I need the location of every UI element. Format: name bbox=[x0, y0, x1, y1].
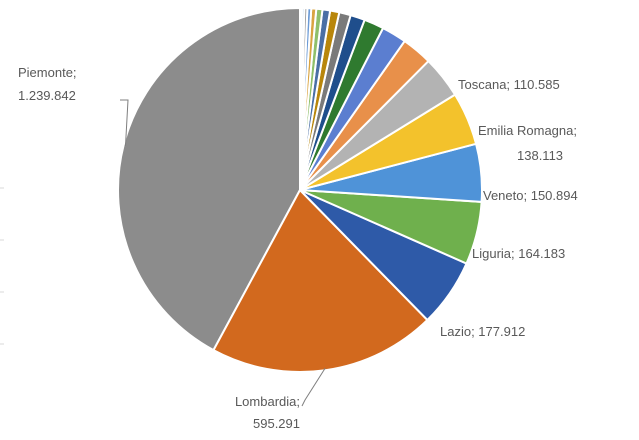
data-labels: Piemonte; 1.239.842 Lombardia; 595.291 Lazio… bbox=[18, 65, 578, 431]
left-edge-ticks bbox=[0, 187, 4, 345]
data-label-emilia-romagna-name: Emilia Romagna; bbox=[478, 123, 577, 138]
leader-line-piemonte bbox=[120, 99, 129, 146]
data-label-toscana-name: Toscana; 110.585 bbox=[458, 77, 560, 92]
leader-lines bbox=[120, 99, 326, 407]
data-label-lombardia-value: 595.291 bbox=[253, 416, 300, 431]
pie-slices bbox=[117, 6, 483, 373]
pie-slice-piemonte bbox=[117, 6, 301, 352]
pie-slice-minor-19 bbox=[299, 6, 303, 191]
data-label-veneto-name: Veneto; 150.894 bbox=[483, 188, 578, 203]
data-label-lazio-name: Lazio; 177.912 bbox=[440, 324, 525, 339]
data-label-piemonte-value: 1.239.842 bbox=[18, 88, 76, 103]
leader-line-lombardia bbox=[301, 367, 326, 407]
pie-slice-lombardia bbox=[212, 188, 429, 373]
data-label-emilia-romagna-value: 138.113 bbox=[517, 148, 563, 163]
data-label-piemonte-name: Piemonte; bbox=[18, 65, 77, 80]
data-label-lombardia-name: Lombardia; bbox=[235, 394, 300, 409]
data-label-liguria-name: Liguria; 164.183 bbox=[472, 246, 565, 261]
